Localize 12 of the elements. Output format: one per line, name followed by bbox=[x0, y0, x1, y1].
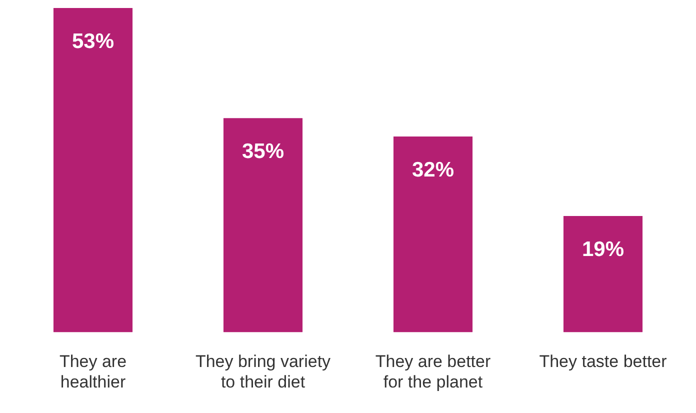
x-tick-label: They are better for the planet bbox=[375, 352, 491, 392]
bar bbox=[563, 216, 643, 332]
data-label: 19% bbox=[582, 238, 624, 261]
x-tick-label: They taste better bbox=[539, 352, 668, 372]
bar bbox=[53, 8, 133, 332]
x-tick-label: They bring variety to their diet bbox=[195, 352, 332, 392]
data-label: 53% bbox=[72, 30, 114, 53]
bar bbox=[393, 136, 473, 332]
bar bbox=[223, 118, 303, 332]
data-label: 35% bbox=[242, 140, 284, 163]
x-tick-label: They are healthier bbox=[59, 352, 127, 392]
data-label: 32% bbox=[412, 158, 454, 182]
